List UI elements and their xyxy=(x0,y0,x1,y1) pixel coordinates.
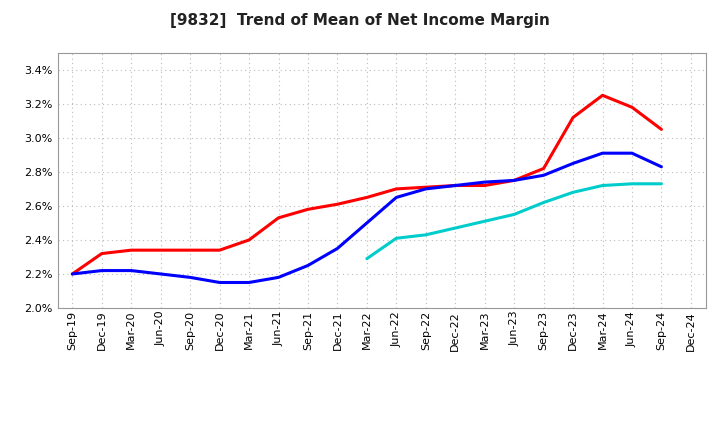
3 Years xyxy=(480,183,489,188)
3 Years xyxy=(97,251,106,256)
5 Years xyxy=(333,246,342,251)
5 Years xyxy=(451,183,459,188)
7 Years xyxy=(480,219,489,224)
3 Years xyxy=(569,115,577,120)
5 Years xyxy=(569,161,577,166)
5 Years xyxy=(245,280,253,285)
7 Years xyxy=(451,225,459,231)
Legend: 3 Years, 5 Years, 7 Years, 10 Years: 3 Years, 5 Years, 7 Years, 10 Years xyxy=(159,437,604,440)
3 Years xyxy=(245,237,253,242)
3 Years xyxy=(421,184,430,190)
5 Years xyxy=(97,268,106,273)
3 Years xyxy=(539,166,548,171)
3 Years xyxy=(274,215,283,220)
7 Years xyxy=(657,181,666,187)
5 Years xyxy=(421,186,430,191)
7 Years xyxy=(569,190,577,195)
5 Years xyxy=(539,172,548,178)
3 Years xyxy=(451,183,459,188)
3 Years xyxy=(598,93,607,98)
7 Years xyxy=(363,256,372,261)
5 Years xyxy=(186,275,194,280)
5 Years xyxy=(657,164,666,169)
3 Years xyxy=(304,207,312,212)
3 Years xyxy=(333,202,342,207)
7 Years xyxy=(598,183,607,188)
5 Years xyxy=(363,220,372,226)
3 Years xyxy=(127,248,135,253)
Line: 7 Years: 7 Years xyxy=(367,184,662,259)
3 Years xyxy=(392,186,400,191)
Line: 5 Years: 5 Years xyxy=(72,153,662,282)
5 Years xyxy=(156,271,165,277)
7 Years xyxy=(421,232,430,238)
3 Years xyxy=(657,127,666,132)
Text: [9832]  Trend of Mean of Net Income Margin: [9832] Trend of Mean of Net Income Margi… xyxy=(170,13,550,28)
7 Years xyxy=(392,235,400,241)
5 Years xyxy=(127,268,135,273)
5 Years xyxy=(304,263,312,268)
3 Years xyxy=(215,248,224,253)
5 Years xyxy=(628,150,636,156)
3 Years xyxy=(363,195,372,200)
3 Years xyxy=(186,248,194,253)
7 Years xyxy=(539,200,548,205)
5 Years xyxy=(274,275,283,280)
3 Years xyxy=(68,271,76,277)
5 Years xyxy=(510,178,518,183)
3 Years xyxy=(156,248,165,253)
5 Years xyxy=(598,150,607,156)
5 Years xyxy=(215,280,224,285)
5 Years xyxy=(480,180,489,185)
Line: 3 Years: 3 Years xyxy=(72,95,662,274)
7 Years xyxy=(510,212,518,217)
5 Years xyxy=(68,271,76,277)
7 Years xyxy=(628,181,636,187)
3 Years xyxy=(510,178,518,183)
3 Years xyxy=(628,105,636,110)
5 Years xyxy=(392,195,400,200)
